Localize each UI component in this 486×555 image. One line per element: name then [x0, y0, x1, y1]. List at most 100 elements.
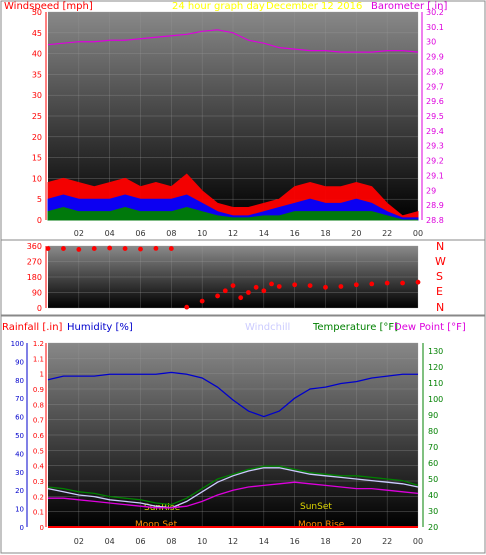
barometer-tick-label: 30.1 — [426, 23, 444, 32]
temp-x-tick-label: 08 — [166, 537, 176, 546]
direction-point — [230, 283, 236, 289]
wind-x-tick-label: 08 — [166, 229, 176, 238]
wind-tick-label: 0 — [37, 216, 42, 225]
barometer-tick-label: 29.7 — [426, 82, 444, 91]
direction-point — [199, 298, 205, 304]
temperature-tick-label: 40 — [428, 491, 438, 500]
humidity-tick-label: 30 — [15, 469, 24, 477]
direction-point — [369, 281, 375, 287]
barometer-tick-label: 29.9 — [426, 53, 444, 62]
rainfall-tick-label: 0.7 — [33, 417, 44, 425]
barometer-tick-label: 28.8 — [426, 216, 444, 225]
wind-tick-label: 50 — [32, 8, 42, 17]
direction-point — [246, 290, 251, 295]
barometer-tick-label: 29.1 — [426, 171, 444, 180]
direction-point — [215, 293, 220, 299]
chart-title: 24 hour graph day — [172, 1, 265, 12]
wind-x-tick-label: 04 — [105, 229, 115, 238]
temp-x-tick-label: 16 — [290, 537, 300, 546]
barometer-axis-label: Barometer [.in] — [371, 1, 447, 12]
humidity-line — [47, 371, 418, 418]
direction-point — [138, 246, 143, 252]
direction-point — [323, 284, 328, 290]
rainfall-tick-label: 0.9 — [33, 386, 44, 394]
direction-point — [76, 247, 82, 252]
temp-x-tick-label: 14 — [259, 537, 269, 546]
temperature-tick-label: 70 — [428, 443, 438, 452]
wind-x-tick-label: 12 — [228, 229, 238, 238]
chart-layer: 0510152025303540455028.828.92929.129.229… — [11, 8, 444, 546]
humidity-tick-label: 80 — [15, 377, 24, 385]
temperature-tick-label: 80 — [428, 427, 438, 436]
chart-date: December 12 2016 — [266, 1, 362, 12]
direction-point — [269, 281, 274, 287]
direction-point — [307, 283, 313, 289]
direction-point — [353, 282, 359, 288]
barometer-tick-label: 29.8 — [426, 67, 444, 76]
temperature-tick-label: 90 — [428, 411, 438, 420]
direction-point — [292, 282, 298, 288]
direction-point — [45, 246, 51, 251]
direction-tick-label: 180 — [27, 273, 42, 282]
direction-point — [168, 246, 174, 251]
barometer-tick-label: 30.2 — [426, 8, 444, 17]
temperature-tick-label: 20 — [428, 523, 438, 532]
barometer-tick-label: 29 — [426, 186, 436, 195]
direction-point — [107, 245, 113, 251]
direction-point — [276, 284, 282, 289]
moonset-label: Moon Set — [135, 520, 178, 530]
wind-tick-label: 10 — [32, 174, 42, 183]
windspeed-axis-label: Windspeed [mph] — [4, 1, 93, 12]
direction-point — [415, 279, 421, 285]
direction-point — [261, 288, 267, 294]
direction-point — [253, 284, 259, 290]
rainfall-tick-label: 0.8 — [33, 401, 44, 409]
rainfall-axis-label: Rainfall [.in] — [2, 322, 63, 333]
barometer-tick-label: 30 — [426, 38, 436, 47]
wind-x-tick-label: 02 — [74, 229, 84, 238]
windchill-label: Windchill — [245, 322, 290, 333]
humidity-tick-label: 90 — [15, 358, 24, 366]
compass-n-top: N — [436, 240, 444, 253]
wind-x-tick-label: 20 — [351, 229, 361, 238]
barometer-tick-label: 29.3 — [426, 142, 444, 151]
wind-tick-label: 20 — [32, 133, 42, 142]
rainfall-tick-label: 0.2 — [33, 493, 44, 501]
rainfall-tick-label: 0.1 — [33, 509, 44, 517]
direction-point — [238, 295, 244, 301]
temperature-tick-label: 60 — [428, 459, 438, 468]
temperature-tick-label: 100 — [428, 395, 443, 404]
temp-x-tick-label: 12 — [228, 537, 238, 546]
temperature-tick-label: 120 — [428, 363, 443, 372]
barometer-tick-label: 28.9 — [426, 201, 444, 210]
rainfall-tick-label: 0.6 — [33, 432, 45, 440]
humidity-tick-label: 50 — [15, 432, 24, 440]
barometer-tick-label: 29.2 — [426, 157, 444, 166]
temp-x-tick-label: 18 — [320, 537, 330, 546]
compass-s: S — [436, 270, 443, 283]
temperature-tick-label: 130 — [428, 347, 443, 356]
humidity-tick-label: 60 — [15, 414, 24, 422]
humidity-tick-label: 70 — [15, 395, 24, 403]
temp-x-tick-label: 02 — [74, 537, 84, 546]
wind-tick-label: 30 — [32, 91, 42, 100]
compass-n-bottom: N — [436, 301, 444, 314]
dewpoint-line — [48, 481, 419, 509]
wind-x-tick-label: 18 — [320, 229, 330, 238]
wind-tick-label: 45 — [32, 29, 42, 38]
direction-tick-label: 90 — [32, 289, 42, 298]
barometer-tick-label: 29.6 — [426, 97, 444, 106]
rainfall-tick-label: 0.4 — [33, 463, 45, 471]
wind-x-tick-label: 06 — [135, 229, 145, 238]
wind-tick-label: 5 — [37, 195, 42, 204]
wind-x-tick-label: 16 — [290, 229, 300, 238]
humidity-tick-label: 100 — [11, 340, 24, 348]
temp-x-tick-label: 00 — [413, 537, 423, 546]
temperature-axis-label: Temperature [°F] — [312, 322, 398, 333]
temp-x-tick-label: 10 — [197, 537, 207, 546]
rainfall-tick-label: 1.1 — [33, 355, 44, 363]
direction-tick-label: 270 — [27, 258, 42, 267]
rainfall-tick-label: 1.2 — [33, 340, 44, 348]
barometer-tick-label: 29.4 — [426, 127, 444, 136]
